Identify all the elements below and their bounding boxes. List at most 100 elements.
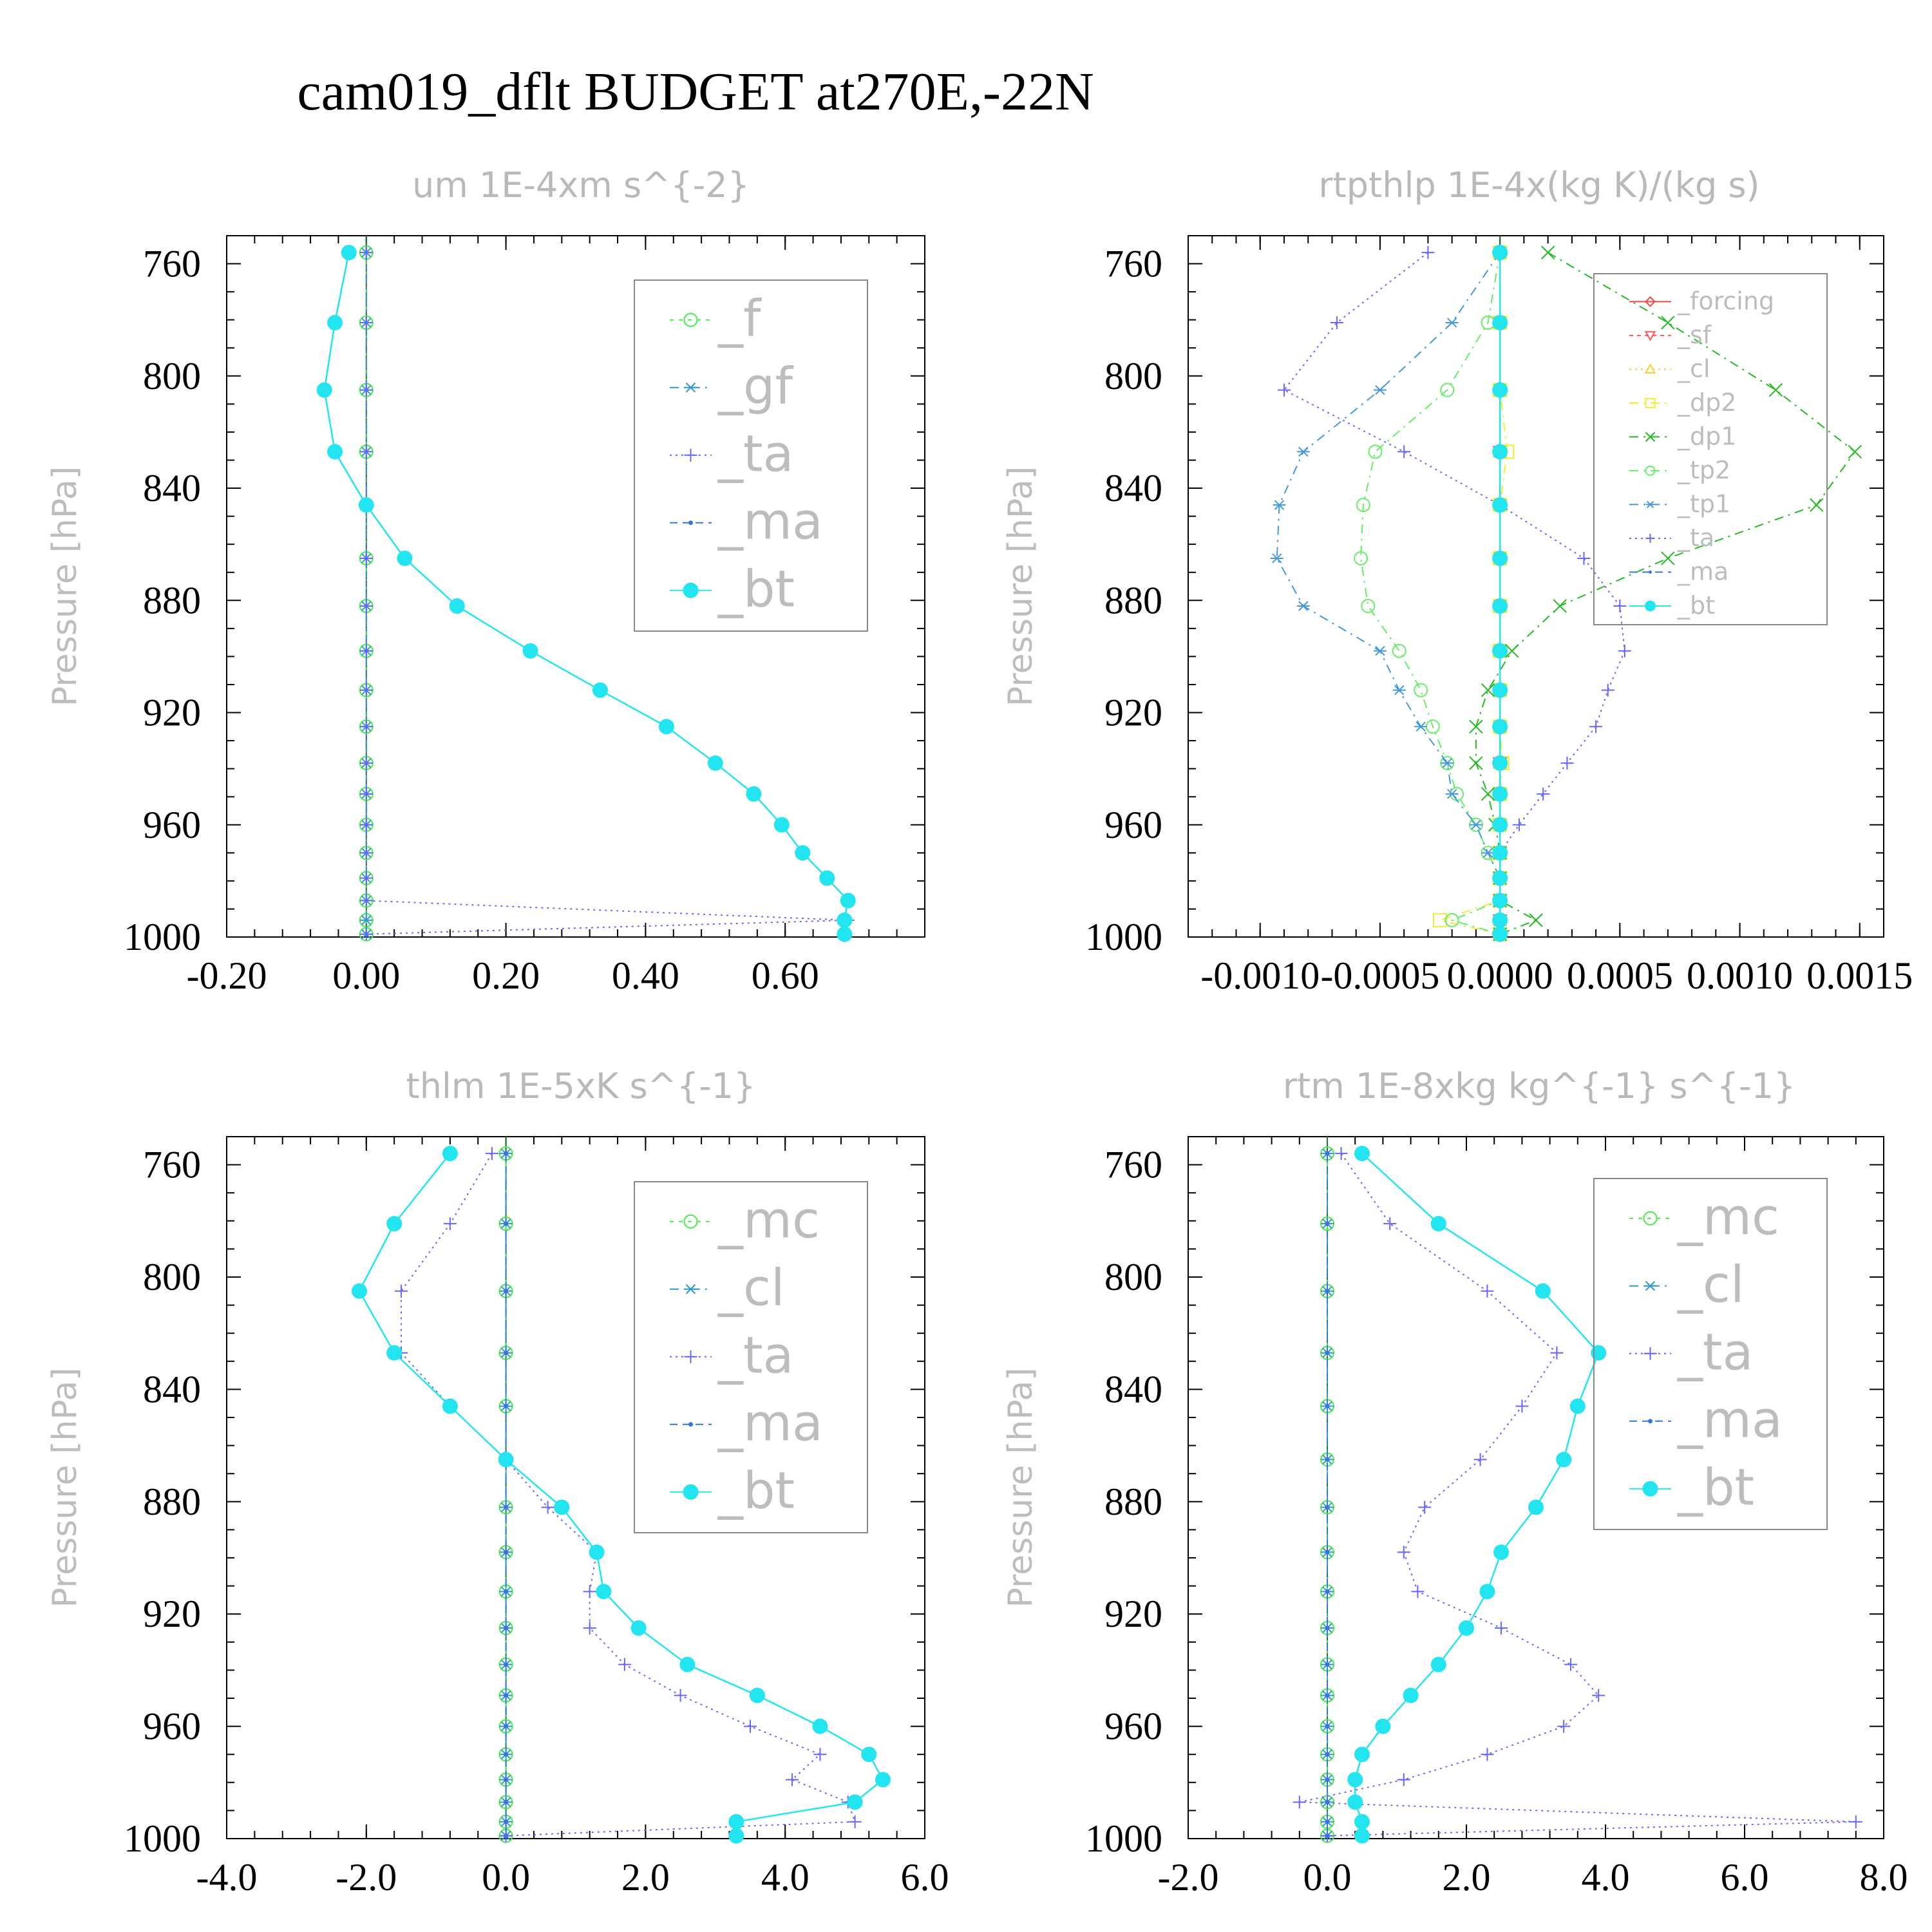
- data-point: [1433, 913, 1448, 927]
- data-point: [819, 870, 835, 886]
- panel-title: rtpthlp 1E-4x(kg K)/(kg s): [1318, 165, 1759, 205]
- data-point: [341, 245, 357, 261]
- data-point: [1392, 643, 1406, 658]
- series-line: [1276, 252, 1501, 934]
- series-ma: [1325, 1151, 1330, 1839]
- plot-frame: [226, 1136, 925, 1839]
- data-point: [541, 1501, 554, 1514]
- y-tick-label: 960: [143, 1705, 201, 1748]
- legend-label: _dp1: [1677, 422, 1736, 451]
- plot-frame: [1188, 1136, 1884, 1839]
- legend-marker: [1645, 296, 1656, 307]
- series-dp2: [1433, 245, 1515, 942]
- legend-label: _ta: [717, 1327, 793, 1385]
- data-point: [1618, 644, 1631, 658]
- series-bt: [351, 1146, 891, 1844]
- data-point: [1479, 1584, 1495, 1600]
- data-point: [583, 1585, 596, 1598]
- data-point: [359, 599, 373, 612]
- x-tick-label: 0.0: [1303, 1856, 1352, 1899]
- legend-label: _ma: [717, 493, 823, 551]
- x-tick-label: 6.0: [901, 1856, 949, 1899]
- data-point: [1325, 1505, 1330, 1510]
- legend: _f _gf _ta _ma _bt: [634, 279, 868, 632]
- series-line: [1299, 1153, 1856, 1837]
- data-point: [840, 893, 856, 909]
- legend: _mc _cl _ta _ma _bt: [634, 1181, 868, 1533]
- data-point: [359, 846, 373, 860]
- data-point: [522, 643, 538, 659]
- data-point: [504, 1350, 509, 1356]
- data-point: [1325, 1151, 1330, 1156]
- data-point: [1661, 551, 1675, 565]
- data-point: [504, 1549, 509, 1555]
- legend-box: [634, 1181, 868, 1533]
- data-point: [1354, 551, 1368, 565]
- data-point: [359, 551, 373, 565]
- data-point: [1553, 599, 1567, 613]
- y-tick-label: 1000: [1085, 916, 1162, 958]
- data-point: [1397, 1773, 1410, 1786]
- legend-label: _cl: [1677, 1256, 1745, 1314]
- data-point: [351, 1283, 367, 1299]
- data-point: [786, 1773, 799, 1786]
- data-point: [1493, 1544, 1509, 1560]
- panel-4: rtm 1E-8xkg kg^{-1} s^{-1} Pressure [hPa]…: [1001, 1066, 1908, 1899]
- legend-marker: [1645, 465, 1656, 476]
- y-axis-label: Pressure [hPa]: [46, 466, 84, 706]
- data-point: [504, 1777, 509, 1782]
- data-point: [359, 246, 373, 260]
- data-point: [1592, 1689, 1605, 1702]
- legend-marker: [1645, 431, 1656, 442]
- data-point: [358, 497, 374, 513]
- data-point: [1492, 870, 1508, 886]
- data-point: [504, 1289, 509, 1294]
- series-bt: [1347, 1146, 1607, 1844]
- panel-2: rtpthlp 1E-4x(kg K)/(kg s) Pressure [hPa]…: [1001, 165, 1913, 997]
- data-point: [596, 1584, 612, 1600]
- data-point: [583, 1622, 596, 1634]
- legend-label: _f: [717, 290, 762, 348]
- x-tick-label: 0.0010: [1687, 954, 1793, 997]
- data-point: [1556, 1452, 1572, 1468]
- y-tick-label: 880: [143, 1481, 201, 1523]
- data-point: [1325, 1777, 1330, 1782]
- data-point: [504, 1662, 509, 1667]
- data-point: [1403, 1687, 1419, 1703]
- data-point: [1383, 1217, 1397, 1231]
- x-tick-label: 4.0: [761, 1856, 810, 1899]
- data-point: [1325, 1724, 1330, 1729]
- data-point: [1481, 787, 1495, 801]
- data-point: [1528, 1499, 1544, 1515]
- x-tick-label: 0.60: [752, 954, 819, 997]
- data-point: [1296, 446, 1310, 457]
- legend-label: _bt: [717, 561, 795, 619]
- data-point: [1492, 382, 1508, 398]
- data-point: [773, 817, 790, 833]
- data-point: [1445, 789, 1459, 799]
- x-tick-label: 0.0000: [1447, 954, 1553, 997]
- data-point: [1325, 1404, 1330, 1409]
- data-point: [1444, 913, 1459, 927]
- legend-label: _dp2: [1677, 388, 1736, 417]
- x-tick-label: 0.20: [472, 954, 540, 997]
- legend-marker: [1648, 1419, 1653, 1424]
- data-point: [359, 644, 373, 658]
- data-point: [1293, 1795, 1306, 1809]
- x-tick-label: 0.0015: [1806, 954, 1913, 997]
- data-point: [1373, 384, 1387, 395]
- x-tick-label: 4.0: [1582, 1856, 1630, 1899]
- legend-marker: [1643, 1211, 1658, 1226]
- x-tick-label: 0.40: [612, 954, 679, 997]
- data-point: [1492, 817, 1508, 833]
- data-point: [359, 316, 373, 330]
- data-point: [1392, 685, 1406, 696]
- legend-marker: [683, 1484, 699, 1500]
- data-point: [837, 926, 853, 942]
- legend-marker: [1644, 331, 1656, 341]
- series-tp1: [1270, 247, 1507, 940]
- data-point: [658, 719, 674, 735]
- y-tick-label: 760: [143, 1144, 201, 1186]
- legend-label: _mc: [717, 1192, 820, 1250]
- figure-title: cam019_dflt BUDGET at270E,-22N: [297, 62, 1094, 122]
